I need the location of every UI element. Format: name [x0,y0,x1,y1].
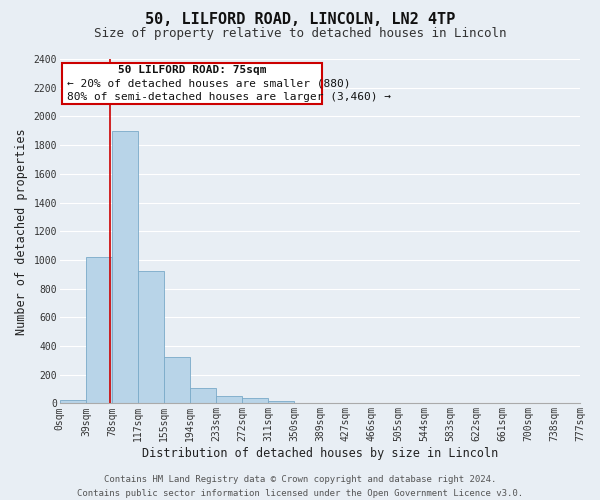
FancyBboxPatch shape [62,62,322,104]
Bar [268,400,294,404]
Text: Size of property relative to detached houses in Lincoln: Size of property relative to detached ho… [94,28,506,40]
Text: Contains HM Land Registry data © Crown copyright and database right 2024.
Contai: Contains HM Land Registry data © Crown c… [77,476,523,498]
Text: 50, LILFORD ROAD, LINCOLN, LN2 4TP: 50, LILFORD ROAD, LINCOLN, LN2 4TP [145,12,455,28]
Text: 80% of semi-detached houses are larger (3,460) →: 80% of semi-detached houses are larger (… [67,92,391,102]
Y-axis label: Number of detached properties: Number of detached properties [15,128,28,334]
Bar [138,272,164,404]
X-axis label: Distribution of detached houses by size in Lincoln: Distribution of detached houses by size … [142,447,498,460]
Bar [86,257,112,404]
Bar [190,388,216,404]
Bar [216,396,242,404]
Text: 50 LILFORD ROAD: 75sqm: 50 LILFORD ROAD: 75sqm [118,65,266,75]
Bar [242,398,268,404]
Bar [164,358,190,404]
Bar [112,131,138,404]
Bar [60,400,86,404]
Text: ← 20% of detached houses are smaller (880): ← 20% of detached houses are smaller (88… [67,78,350,88]
